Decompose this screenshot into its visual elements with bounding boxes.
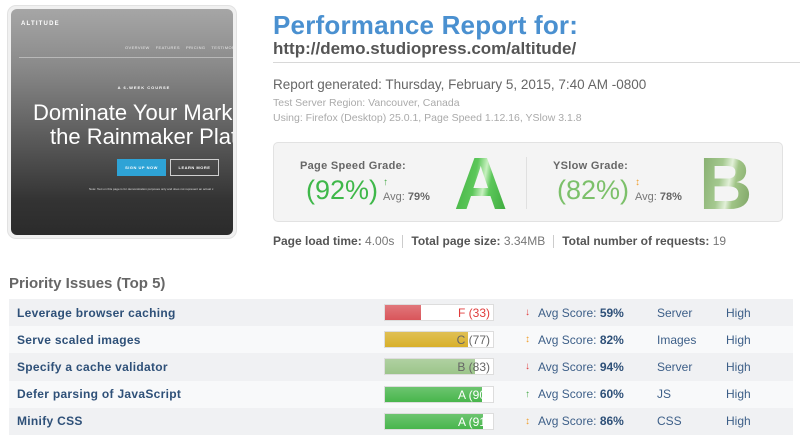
grade-value: A (91) [457, 414, 490, 429]
grades-divider [526, 157, 527, 209]
issue-name[interactable]: Defer parsing of JavaScript [17, 387, 182, 402]
avg-score: Avg Score: 86% [538, 414, 624, 429]
trend-up-icon: ↑ [525, 388, 530, 400]
trend-up-icon: ↑ [383, 177, 388, 188]
page-stats: Page load time: 4.00s Total page size: 3… [273, 234, 726, 248]
stats-separator [553, 234, 555, 248]
table-row[interactable]: Specify a cache validator B (83) ↓ Avg Scor… [9, 353, 793, 381]
grade-bar-fill [385, 332, 469, 348]
issue-type: Images [657, 332, 697, 347]
stats-separator [402, 234, 404, 248]
table-row[interactable]: Leverage browser caching F (33) ↓ Avg Score… [9, 299, 793, 327]
grade-bar-fill [385, 413, 484, 429]
yslow-percent: (82%) [557, 175, 630, 205]
site-screenshot-thumbnail: ALTITUDE OVERVIEW FEATURES PRICING TESTI… [8, 6, 236, 238]
site-learn-more-button: LEARN MORE [170, 159, 219, 176]
issue-type: JS [657, 387, 672, 402]
avg-score: Avg Score: 82% [538, 332, 624, 347]
grade-bar-fill [385, 386, 483, 402]
grade-bar: F (33) [384, 304, 494, 322]
site-kicker: A 6-WEEK COURSE [117, 85, 171, 90]
site-headline-line2: the Rainmaker Platf [50, 124, 233, 149]
report-url[interactable]: http://demo.studiopress.com/altitude/ [273, 39, 577, 58]
yslow-grade-letter: B [699, 142, 753, 225]
grade-bar: B (83) [384, 358, 494, 376]
issue-priority: High [726, 387, 751, 402]
trend-neutral-icon: ↕ [525, 415, 530, 427]
issue-priority: High [726, 414, 751, 429]
site-nav-item: OVERVIEW [125, 45, 150, 50]
issue-priority: High [726, 305, 751, 320]
grade-value: C (77) [456, 333, 490, 348]
pagespeed-grade-label: Page Speed Grade: [300, 160, 406, 172]
grade-bar-fill [385, 305, 421, 321]
issue-name[interactable]: Specify a cache validator [17, 359, 168, 374]
pagespeed-grade-letter: A [454, 142, 508, 225]
test-server-region: Test Server Region: Vancouver, Canada [273, 97, 460, 109]
site-signup-button: SIGN UP NOW [117, 159, 166, 176]
table-row[interactable]: Defer parsing of JavaScript A (90) ↑ Avg Sc… [9, 380, 793, 408]
site-nav-item: TESTIMONIALS [211, 45, 233, 50]
grades-panel: Page Speed Grade: (92%) ↑ Avg: 79% A YSl… [273, 142, 783, 222]
priority-issues-title: Priority Issues (Top 5) [9, 275, 166, 292]
site-headline: Dominate Your Marke the Rainmaker Platf [33, 101, 233, 149]
grade-value: B (83) [457, 360, 490, 375]
avg-score: Avg Score: 59% [538, 305, 624, 320]
issue-name[interactable]: Leverage browser caching [17, 305, 176, 320]
site-nav-item: PRICING [185, 45, 206, 50]
issue-name[interactable]: Minify CSS [17, 414, 83, 429]
issue-priority: High [726, 332, 751, 347]
trend-neutral-icon: ↕ [635, 177, 640, 188]
issue-priority: High [726, 359, 751, 374]
site-headline-line1: Dominate Your Marke [33, 100, 233, 125]
issue-type: Server [657, 305, 693, 320]
site-logo: ALTITUDE [21, 21, 60, 27]
report-title: Performance Report for: [273, 10, 579, 40]
avg-score: Avg Score: 60% [538, 387, 624, 402]
total-requests: Total number of requests: 19 [562, 234, 727, 248]
test-tools-versions: Using: Firefox (Desktop) 25.0.1, Page Sp… [273, 112, 582, 124]
trend-down-icon: ↓ [525, 307, 530, 319]
header-divider [273, 62, 800, 63]
table-row[interactable]: Minify CSS A (91) ↕ Avg Score: 86% CSS High [9, 407, 793, 435]
table-row[interactable]: Serve scaled images C (77) ↕ Avg Score: 82%… [9, 326, 793, 354]
grade-value: F (33) [457, 306, 490, 321]
issue-name[interactable]: Serve scaled images [17, 332, 141, 347]
total-page-size: Total page size: 3.34MB [411, 234, 546, 248]
grade-bar: A (90) [384, 385, 494, 403]
site-nav-divider [19, 57, 233, 58]
site-note: Note: Text on this page is for demonstra… [89, 187, 214, 191]
page-load-time: Page load time: 4.00s [273, 234, 395, 248]
trend-neutral-icon: ↕ [525, 334, 530, 346]
yslow-avg: Avg: 78% [635, 191, 682, 203]
pagespeed-avg: Avg: 79% [383, 191, 430, 203]
grade-bar: A (91) [384, 412, 494, 430]
grade-bar: C (77) [384, 331, 494, 349]
pagespeed-percent: (92%) [306, 175, 379, 205]
yslow-grade-label: YSlow Grade: [553, 160, 629, 172]
grade-bar-fill [385, 359, 475, 375]
site-nav: OVERVIEW FEATURES PRICING TESTIMONIALS [125, 45, 233, 50]
site-preview: ALTITUDE OVERVIEW FEATURES PRICING TESTI… [11, 9, 233, 235]
report-generated: Report generated: Thursday, February 5, … [273, 77, 647, 92]
priority-issues-table: Leverage browser caching F (33) ↓ Avg Score… [9, 299, 793, 435]
issue-type: CSS [657, 414, 682, 429]
grade-value: A (90) [457, 387, 490, 402]
avg-score: Avg Score: 94% [538, 359, 624, 374]
site-nav-item: FEATURES [155, 45, 180, 50]
trend-down-icon: ↓ [525, 361, 530, 373]
issue-type: Server [657, 359, 693, 374]
